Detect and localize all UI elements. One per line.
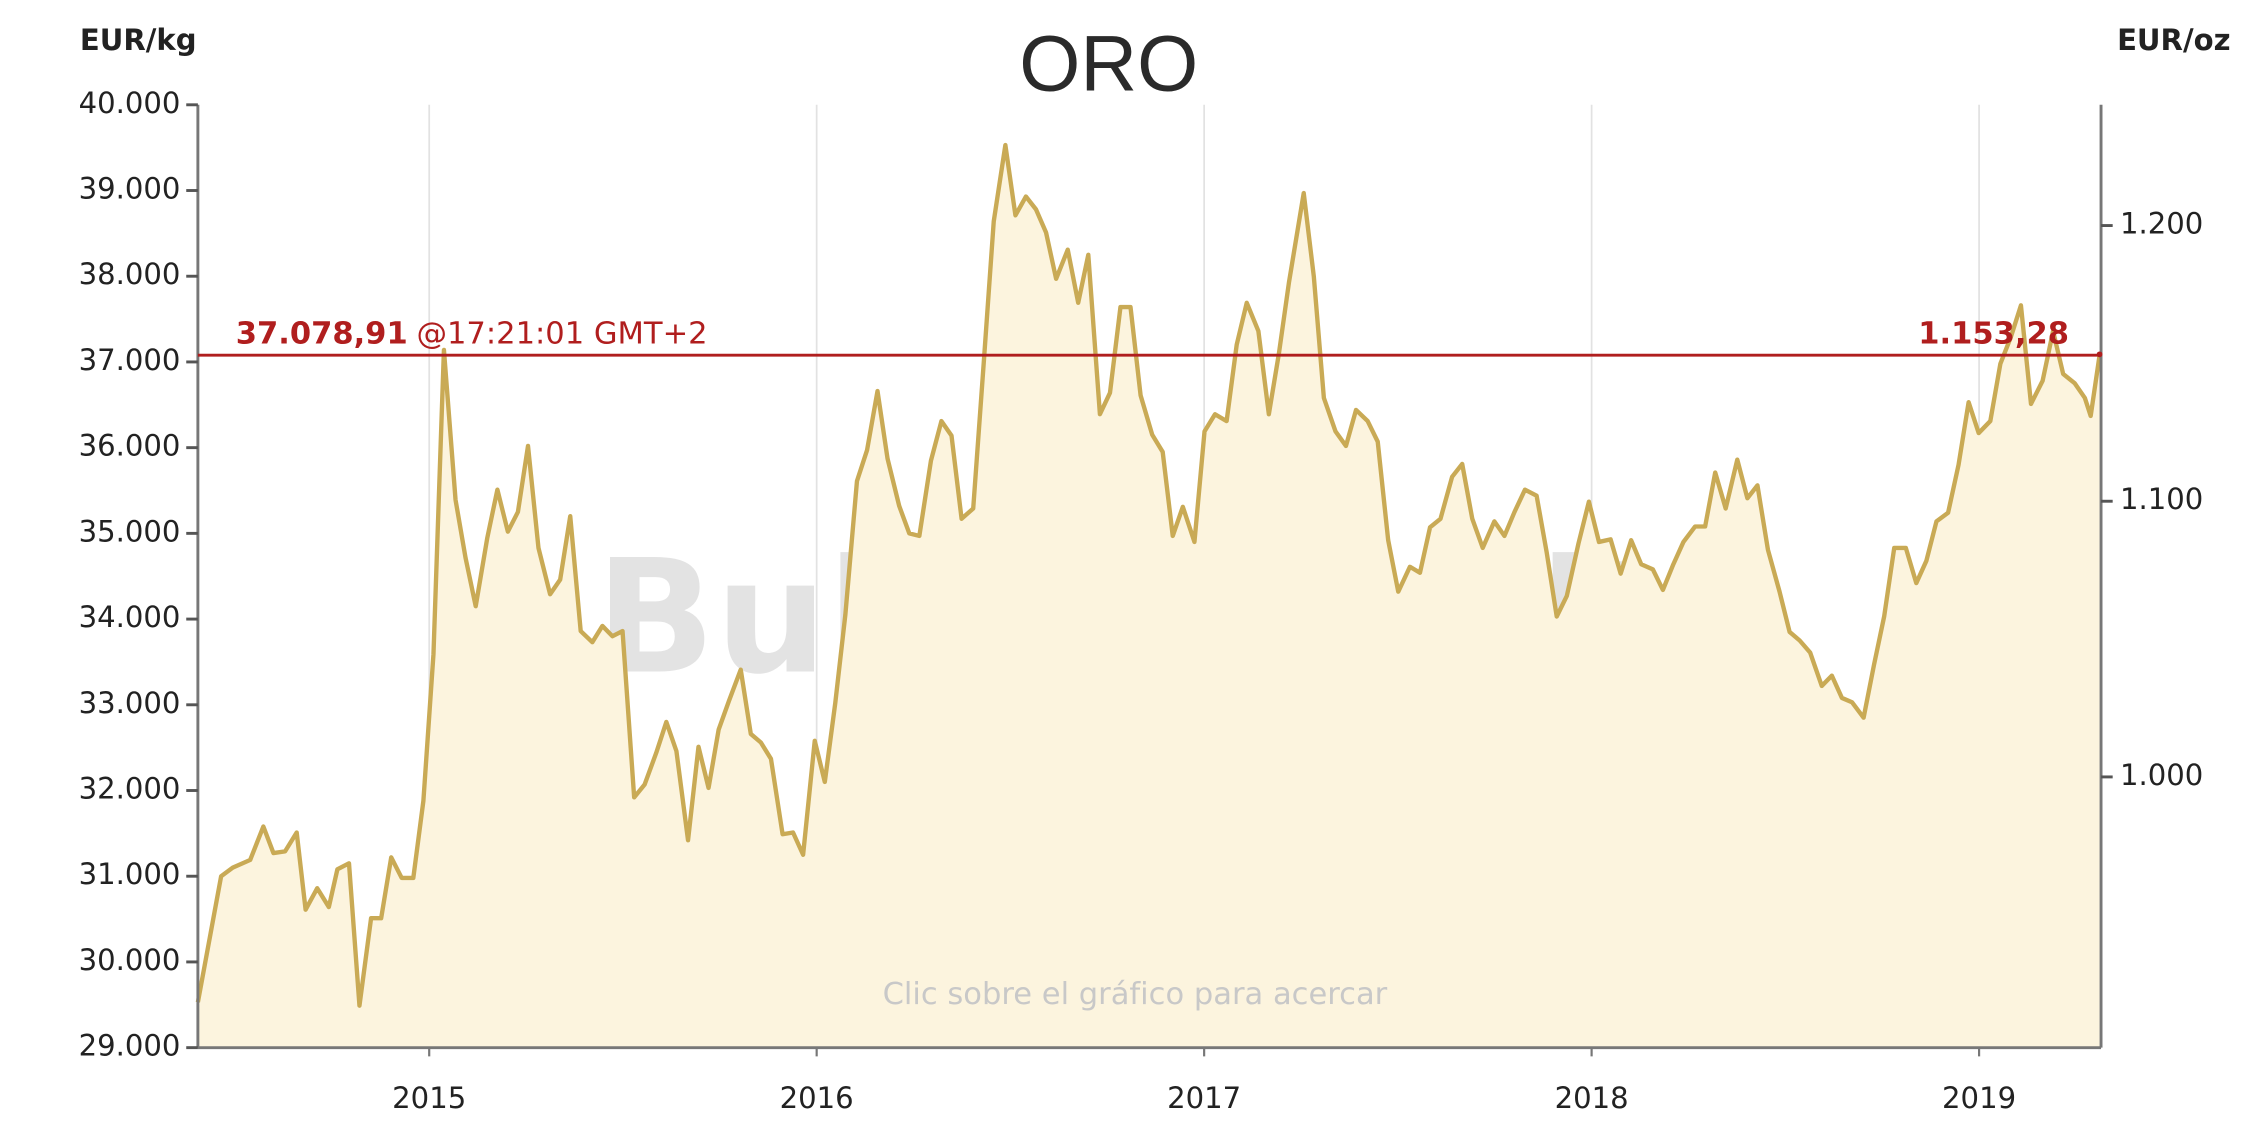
x-tick-label: 2019 [1942, 1081, 2016, 1115]
y-tick-label: 35.000 [79, 514, 181, 548]
x-tick-label: 2016 [780, 1081, 854, 1115]
y-tick-label: 29.000 [79, 1029, 181, 1063]
current-price-oz-marker [2096, 351, 2103, 358]
y2-tick-label: 1.000 [2120, 758, 2203, 792]
chart-title: ORO [1019, 20, 1198, 108]
current-price-oz-label: 1.153,28 [1918, 316, 2069, 351]
y-tick-label: 31.000 [79, 857, 181, 891]
y-tick-label: 38.000 [79, 257, 181, 291]
y2-tick-label: 1.200 [2120, 207, 2203, 241]
x-tick-label: 2018 [1555, 1081, 1629, 1115]
y2-tick-label: 1.100 [2120, 482, 2203, 516]
y-tick-label: 30.000 [79, 943, 181, 977]
y-tick-label: 36.000 [79, 429, 181, 463]
current-time-label: @17:21:01 GMT+2 [416, 316, 707, 351]
area [197, 145, 2100, 1048]
y2-axis-unit: EUR/oz [2117, 23, 2230, 57]
x-tick-label: 2017 [1167, 1081, 1241, 1115]
current-price-label: 37.078,91 [236, 316, 408, 351]
y-tick-label: 34.000 [79, 600, 181, 634]
plot-under: BullionVault [197, 104, 2100, 1048]
y-tick-label: 33.000 [79, 686, 181, 720]
x-tick-label: 2015 [392, 1081, 466, 1115]
y-axis-unit: EUR/kg [80, 23, 197, 57]
y-tick-label: 39.000 [79, 172, 181, 206]
price-line [195, 142, 2102, 1008]
y-tick-label: 32.000 [79, 772, 181, 806]
y-tick-label: 37.000 [79, 343, 181, 377]
y-tick-label: 40.000 [79, 86, 181, 120]
hint-text: Clic sobre el gráfico para acercar [883, 977, 1388, 1012]
